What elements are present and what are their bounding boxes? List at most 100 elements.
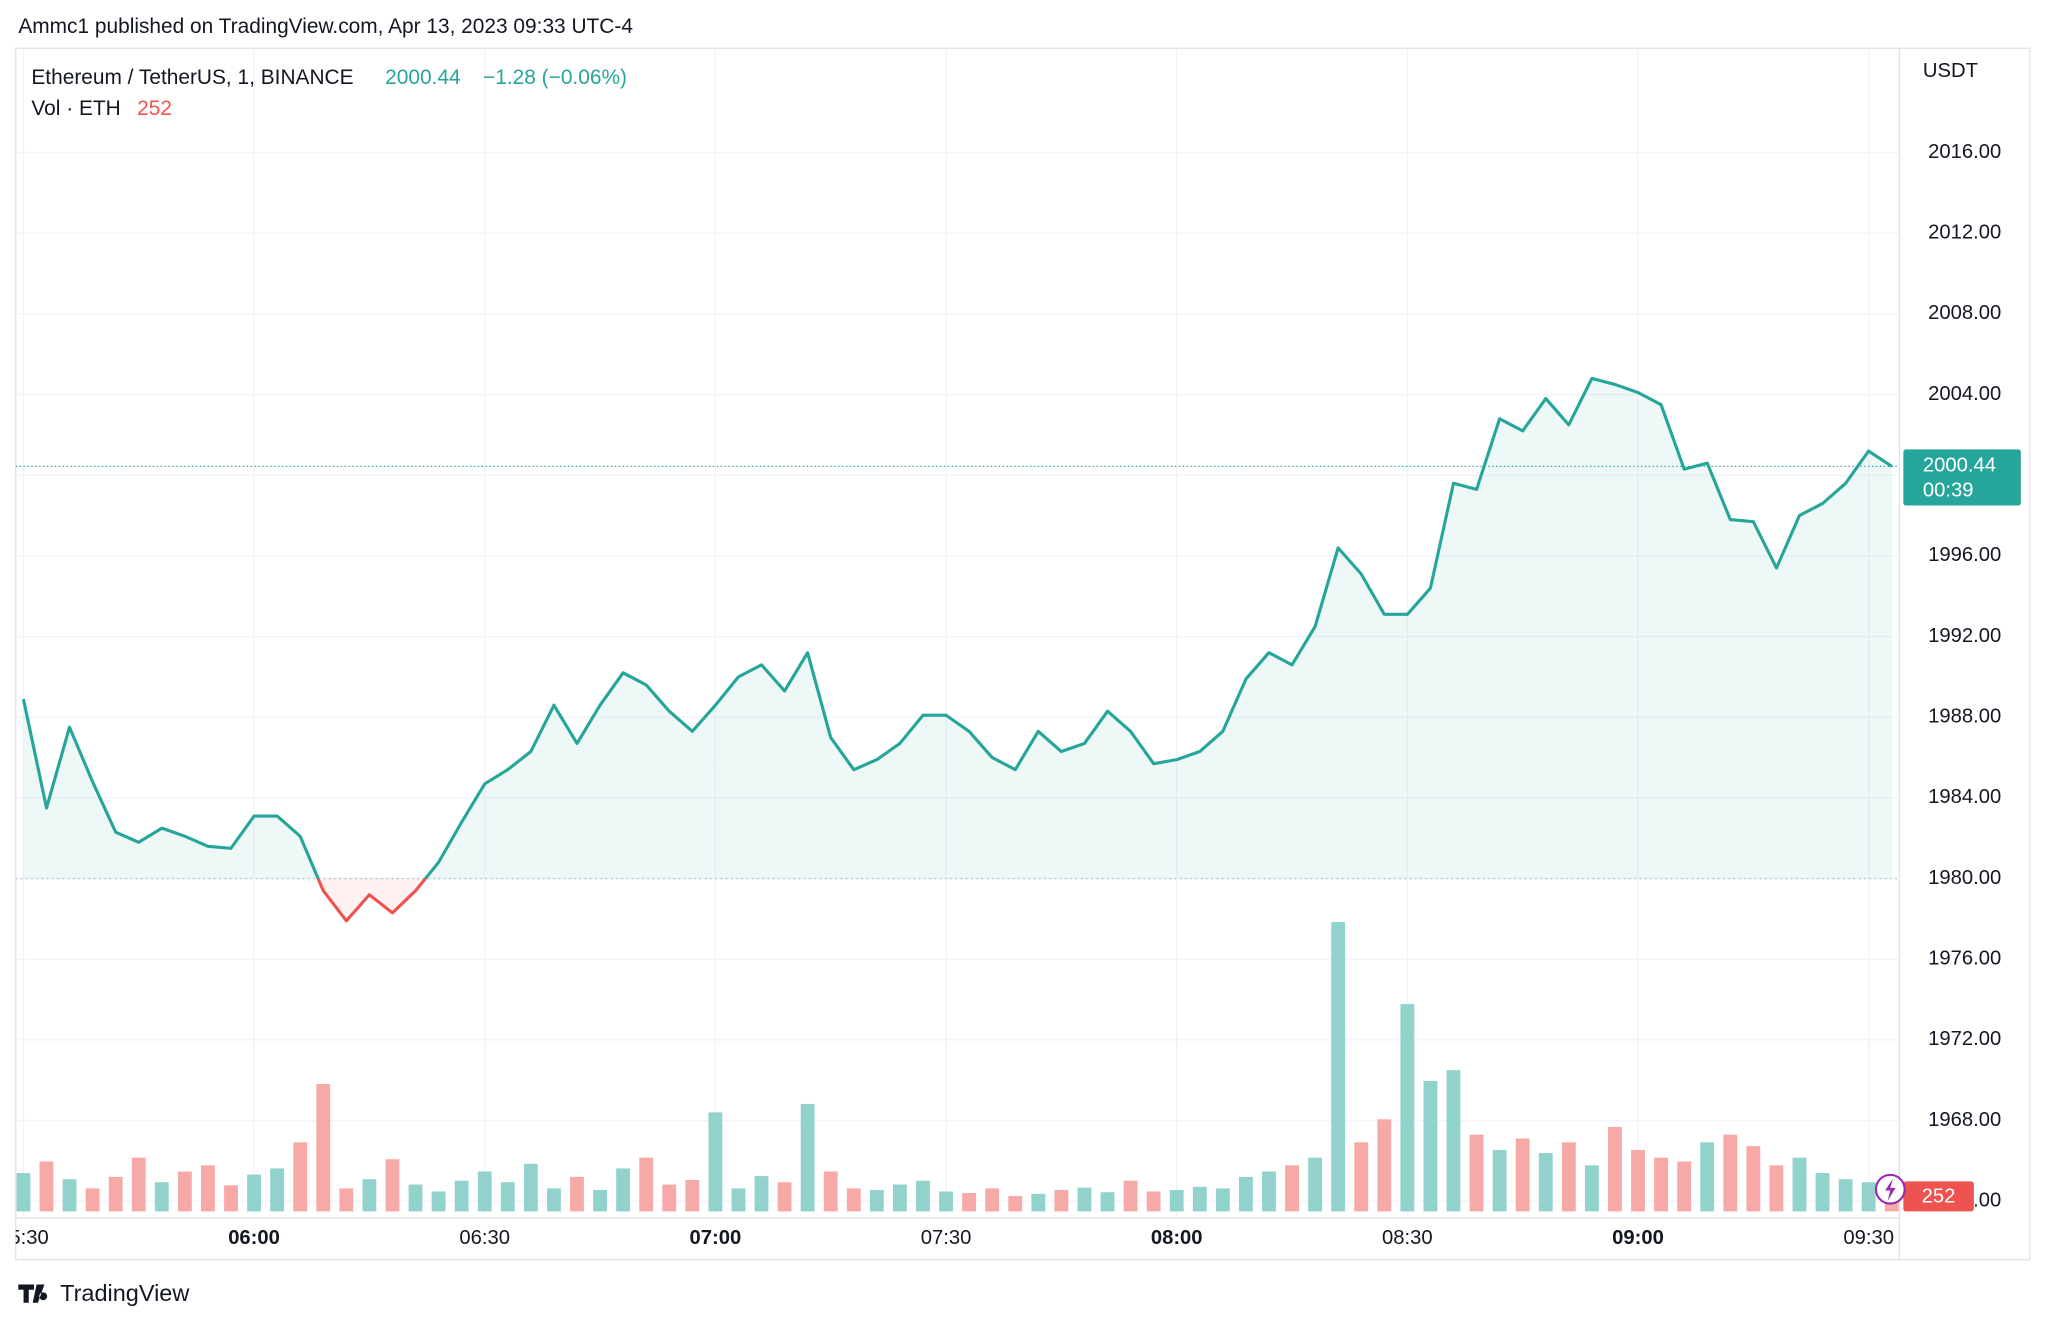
volume-bar: [1746, 1146, 1761, 1212]
volume-bar: [1331, 921, 1346, 1212]
volume-bar: [1354, 1142, 1369, 1212]
last-price-label: 2000.44: [1923, 455, 1996, 477]
volume-bar: [201, 1165, 215, 1212]
volume-title: Vol · ETH: [31, 97, 120, 120]
volume-bar: [1100, 1192, 1115, 1212]
y-tick-label: 1980.00: [1928, 867, 2001, 889]
volume-bar: [846, 1188, 861, 1212]
volume-bar: [1538, 1153, 1553, 1212]
price-area: [23, 378, 1892, 921]
volume-bar: [108, 1176, 123, 1212]
legend-price: 2000.44: [385, 66, 460, 89]
volume-bar: [985, 1188, 1000, 1212]
volume-bar: [1446, 1070, 1461, 1212]
volume-bar: [962, 1192, 977, 1212]
volume-bar: [1769, 1165, 1784, 1212]
volume-bar: [454, 1180, 469, 1212]
x-tick-label: 07:30: [921, 1227, 972, 1249]
volume-bar: [1492, 1149, 1507, 1212]
volume-bar: [39, 1161, 54, 1212]
volume-bar: [247, 1174, 261, 1212]
currency: USDT: [1923, 60, 1978, 82]
volume-bar: [1400, 1004, 1415, 1212]
volume-bar: [1654, 1157, 1669, 1212]
volume-bar: [1792, 1157, 1807, 1212]
volume-bar: [1677, 1161, 1692, 1212]
volume-bar: [685, 1179, 700, 1212]
volume-bar: [754, 1176, 769, 1212]
legend-change: −1.28 (−0.06%): [483, 66, 627, 89]
y-tick-label: 1968.00: [1928, 1109, 2001, 1131]
volume-bar: [431, 1191, 446, 1212]
volume-badge: [1903, 1181, 1974, 1212]
volume-bar: [662, 1184, 677, 1212]
y-tick-label: 1984.00: [1928, 786, 2001, 808]
volume-bar: [1584, 1165, 1599, 1212]
volume-bar: [939, 1191, 953, 1212]
volume-bar: [823, 1171, 838, 1212]
x-tick-label: 07:00: [690, 1227, 742, 1249]
volume-bar: [62, 1179, 77, 1212]
volume-bar: [154, 1182, 169, 1212]
volume-bar: [1631, 1149, 1645, 1212]
y-tick-label: 1972.00: [1928, 1028, 2001, 1050]
price-axis: 1964.001968.001972.001976.001980.001984.…: [1928, 141, 2001, 1212]
volume-bar: [385, 1159, 400, 1212]
volume-bar: [869, 1189, 884, 1212]
volume-bar: [85, 1188, 100, 1212]
volume-bar: [708, 1112, 723, 1212]
volume-bar: [16, 1173, 31, 1212]
volume-bar: [1008, 1196, 1023, 1212]
volume-bar: [316, 1083, 331, 1212]
volume-bar: [408, 1184, 423, 1212]
x-tick-label: 08:00: [1151, 1227, 1203, 1249]
volume-bar: [1561, 1142, 1576, 1212]
last-price-badge: [1903, 449, 2021, 506]
volume-bar: [616, 1168, 631, 1212]
y-tick-label: 1992.00: [1928, 625, 2001, 647]
volume-bar: [477, 1171, 492, 1212]
volume-bar: [500, 1182, 515, 1212]
volume-bar: [1054, 1189, 1069, 1212]
volume-bar: [593, 1189, 607, 1212]
volume-bar: [1861, 1182, 1876, 1212]
volume-bar: [523, 1163, 538, 1212]
volume-bar: [639, 1157, 654, 1212]
volume-bar: [892, 1184, 907, 1212]
volume-bar: [1285, 1165, 1299, 1212]
volume-bar: [1031, 1193, 1046, 1212]
volume-badge-label: 252: [1922, 1185, 1956, 1207]
volume-bar: [1723, 1134, 1738, 1212]
volume-bar: [362, 1179, 377, 1212]
x-tick-label: 06:00: [228, 1227, 280, 1249]
volume-bar: [1608, 1126, 1622, 1212]
x-tick-label: 09:00: [1612, 1227, 1664, 1249]
volume-legend-value: 252: [137, 97, 172, 120]
volume-bar: [1377, 1119, 1392, 1212]
x-tick-label: 09:30: [1843, 1227, 1894, 1249]
y-tick-label: 2008.00: [1928, 302, 2001, 324]
footer: TradingView: [60, 1280, 190, 1306]
volume-bar: [1423, 1080, 1438, 1212]
symbol: Ethereum / TetherUS, 1, BINANCE: [31, 66, 353, 89]
volume-bar: [339, 1188, 354, 1212]
volume-bar: [293, 1142, 308, 1212]
volume-bar: [1515, 1138, 1530, 1212]
x-tick-label: 05:30: [0, 1227, 49, 1249]
volume-bar: [1262, 1171, 1276, 1212]
x-tick-label: 06:30: [459, 1227, 510, 1249]
volume-bar: [777, 1182, 792, 1212]
volume-bar: [1146, 1191, 1161, 1212]
time-axis: 05:30 06:00 06:30 07:00 07:30 08:00 08:30 09:00…: [0, 1227, 1894, 1249]
x-tick-label: 08:30: [1382, 1227, 1433, 1249]
volume-bar: [731, 1188, 746, 1212]
volume-bar: [1169, 1189, 1184, 1212]
alert-bolt: [1885, 1178, 1896, 1201]
volume-bar: [1838, 1179, 1853, 1212]
frame: [15, 47, 2031, 1261]
y-tick-label: 2004.00: [1928, 383, 2001, 405]
volume-bar: [131, 1157, 146, 1212]
